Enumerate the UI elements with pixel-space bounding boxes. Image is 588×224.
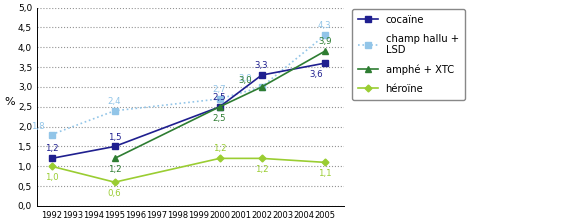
- Text: 2,4: 2,4: [108, 97, 122, 106]
- héroïne: [111, 181, 118, 183]
- champ hallu +
LSD: [216, 97, 223, 100]
- Text: 4,3: 4,3: [318, 22, 332, 30]
- amphé + XTC: [258, 86, 265, 88]
- amphé + XTC: [321, 50, 328, 53]
- Text: 1,2: 1,2: [45, 144, 58, 153]
- Text: 1,1: 1,1: [318, 169, 332, 178]
- héroïne: [216, 157, 223, 160]
- cocaïne: [258, 74, 265, 76]
- Text: 3,3: 3,3: [255, 61, 269, 70]
- champ hallu +
LSD: [258, 86, 265, 88]
- champ hallu +
LSD: [48, 133, 55, 136]
- cocaïne: [111, 145, 118, 148]
- Line: champ hallu +
LSD: champ hallu + LSD: [49, 33, 328, 137]
- cocaïne: [48, 157, 55, 160]
- Text: 1,0: 1,0: [45, 173, 58, 182]
- Text: 3,0: 3,0: [238, 76, 252, 85]
- Text: 1,2: 1,2: [108, 165, 122, 174]
- héroïne: [258, 157, 265, 160]
- cocaïne: [216, 106, 223, 108]
- cocaïne: [321, 62, 328, 65]
- Legend: cocaïne, champ hallu +
LSD, amphé + XTC, héroïne: cocaïne, champ hallu + LSD, amphé + XTC,…: [352, 9, 465, 100]
- Text: 1,2: 1,2: [213, 144, 226, 153]
- Text: 3,6: 3,6: [309, 70, 323, 79]
- Line: héroïne: héroïne: [49, 156, 327, 185]
- Y-axis label: %: %: [4, 97, 15, 107]
- héroïne: [48, 165, 55, 168]
- Text: 1,2: 1,2: [255, 165, 269, 174]
- Text: 2,5: 2,5: [213, 93, 226, 102]
- Line: amphé + XTC: amphé + XTC: [112, 48, 328, 162]
- amphé + XTC: [111, 157, 118, 160]
- Text: 1,5: 1,5: [108, 133, 122, 142]
- Text: 2,7: 2,7: [213, 85, 226, 94]
- Text: 2,5: 2,5: [213, 114, 226, 123]
- Text: 3,0: 3,0: [238, 74, 252, 83]
- champ hallu +
LSD: [111, 110, 118, 112]
- amphé + XTC: [216, 106, 223, 108]
- champ hallu +
LSD: [321, 34, 328, 37]
- Line: cocaïne: cocaïne: [49, 60, 328, 161]
- Text: 3,9: 3,9: [318, 37, 332, 46]
- Text: 1,8: 1,8: [31, 122, 45, 131]
- Text: 0,6: 0,6: [108, 189, 122, 198]
- héroïne: [321, 161, 328, 164]
